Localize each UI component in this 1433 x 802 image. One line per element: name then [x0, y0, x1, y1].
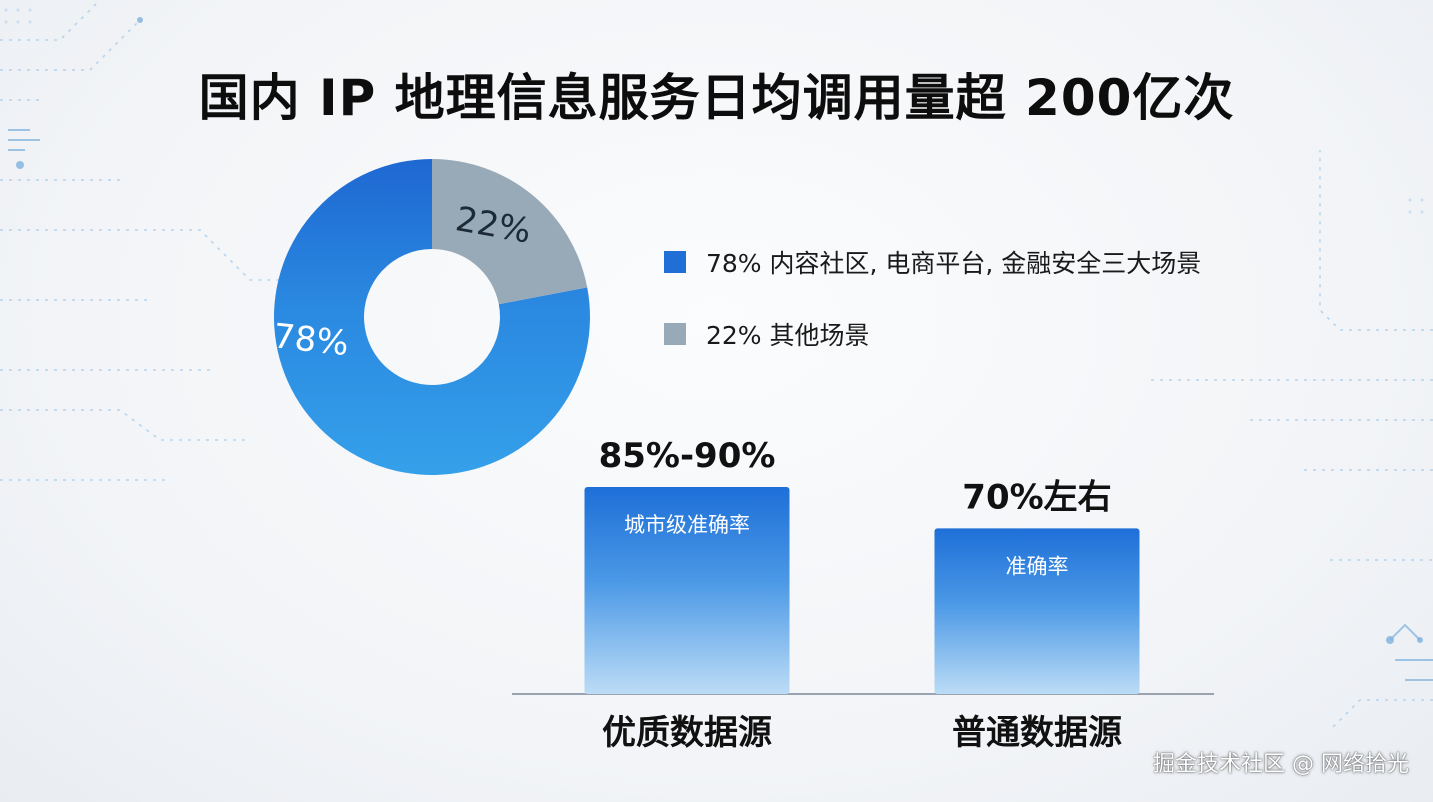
pie-label-78: 78%	[271, 316, 350, 364]
bar-chart: 85%-90% 70%左右 城市级准确率 准确率 优质数据源 普通数据源	[512, 436, 1214, 753]
legend-label-other-scenes: 22% 其他场景	[706, 321, 870, 350]
legend-swatch-gray	[664, 323, 686, 345]
legend-item-main-scenes: 78% 内容社区, 电商平台, 金融安全三大场景	[664, 244, 1201, 280]
bar-normal-source	[934, 528, 1140, 694]
bar-value-label-normal: 70%左右	[962, 477, 1111, 517]
bar-value-label-premium: 85%-90%	[599, 436, 776, 476]
bar-premium-source	[584, 487, 790, 694]
page-title: 国内 IP 地理信息服务日均调用量超 200亿次	[198, 69, 1235, 127]
legend-item-other-scenes: 22% 其他场景	[664, 316, 870, 352]
watermark: 掘金技术社区 @ 网络拾光	[1153, 752, 1409, 777]
pie-slice-78	[274, 159, 590, 475]
legend-label-main-scenes: 78% 内容社区, 电商平台, 金融安全三大场景	[706, 249, 1202, 278]
bar-category-normal: 普通数据源	[952, 713, 1122, 753]
legend-swatch-blue	[664, 251, 686, 273]
donut-chart: 78% 22%	[271, 159, 590, 475]
bar-category-premium: 优质数据源	[602, 713, 772, 753]
bar-inner-label-normal: 准确率	[1006, 554, 1069, 578]
pie-slice-22	[432, 159, 588, 305]
bar-inner-label-premium: 城市级准确率	[624, 513, 750, 537]
